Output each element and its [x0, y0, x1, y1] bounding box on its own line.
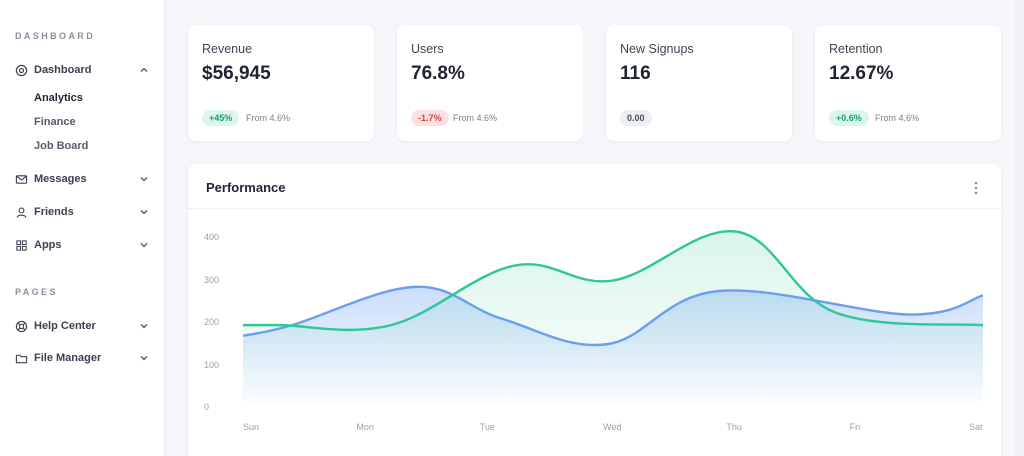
chevron-up-icon[interactable] — [139, 65, 149, 75]
x-tick-label: Thu — [726, 422, 742, 432]
user-icon — [15, 206, 28, 219]
x-tick-label: Fri — [849, 422, 861, 432]
stat-value: 76.8% — [411, 63, 465, 84]
chevron-down-icon[interactable] — [139, 207, 149, 217]
stat-value: $56,945 — [202, 63, 271, 84]
trend-from-text: From 4.6% — [875, 113, 920, 123]
lifebuoy-icon — [15, 320, 28, 333]
y-tick-label: 400 — [204, 232, 220, 242]
x-tick-label: Sun — [243, 422, 260, 432]
sidebar-subitem-analytics[interactable]: Analytics — [34, 92, 83, 104]
sidebar-item-file-manager[interactable]: File Manager — [15, 347, 155, 369]
trend-from-text: From 4.6% — [246, 113, 291, 123]
stat-card-users: Users 76.8% -1.7% From 4.6% — [397, 25, 583, 141]
sidebar-item-label: File Manager — [34, 352, 102, 364]
section-label-dashboard: DASHBOARD — [15, 31, 96, 41]
trend-badge: -1.7% — [411, 110, 449, 126]
chevron-down-icon[interactable] — [139, 353, 149, 363]
sidebar-item-help-center[interactable]: Help Center — [15, 315, 155, 337]
trend-badge: +45% — [202, 110, 240, 126]
performance-card: Performance — [188, 164, 1001, 456]
sidebar-item-label: Dashboard — [34, 64, 92, 76]
y-tick-label: 0 — [204, 402, 210, 412]
x-tick-label: Mon — [356, 422, 374, 432]
performance-title: Performance — [206, 180, 286, 195]
sidebar-item-label: Messages — [34, 173, 87, 185]
stat-label: Users — [411, 42, 444, 56]
mail-icon — [15, 173, 28, 186]
stat-value: 116 — [620, 63, 651, 84]
sidebar-subitem-job-board[interactable]: Job Board — [34, 140, 89, 152]
sidebar-item-label: Apps — [34, 239, 62, 251]
divider — [188, 208, 1001, 209]
x-tick-label: Tue — [479, 422, 495, 432]
more-options-icon[interactable] — [973, 180, 979, 196]
sidebar: DASHBOARD Dashboard Analytics Finance Jo… — [0, 0, 165, 456]
page-scrollbar[interactable] — [1015, 0, 1024, 456]
stat-label: New Signups — [620, 42, 694, 56]
stat-card-retention: Retention 12.67% +0.6% From 4.6% — [815, 25, 1001, 141]
sidebar-subitem-finance[interactable]: Finance — [34, 116, 76, 128]
stat-card-revenue: Revenue $56,945 +45% From 4.6% — [188, 25, 374, 141]
y-tick-label: 300 — [204, 274, 220, 285]
sidebar-item-messages[interactable]: Messages — [15, 168, 155, 190]
grid-icon — [15, 239, 28, 252]
stat-value: 12.67% — [829, 63, 894, 84]
x-tick-label: Sat — [969, 422, 983, 432]
chevron-down-icon[interactable] — [139, 240, 149, 250]
folder-icon — [15, 352, 28, 365]
x-tick-label: Wed — [603, 422, 622, 432]
sidebar-item-label: Friends — [34, 206, 74, 218]
trend-badge: 0.00 — [620, 110, 652, 126]
y-tick-label: 200 — [204, 317, 220, 327]
stat-card-new-signups: New Signups 116 0.00 — [606, 25, 792, 141]
chevron-down-icon[interactable] — [139, 321, 149, 331]
trend-badge: +0.6% — [829, 110, 869, 126]
sidebar-item-apps[interactable]: Apps — [15, 234, 155, 256]
y-tick-label: 100 — [204, 359, 220, 370]
dashboard-icon — [15, 64, 28, 77]
sidebar-item-label: Help Center — [34, 320, 96, 332]
sidebar-item-dashboard[interactable]: Dashboard — [15, 59, 155, 81]
chevron-down-icon[interactable] — [139, 174, 149, 184]
stat-label: Retention — [829, 42, 883, 56]
sidebar-item-friends[interactable]: Friends — [15, 201, 155, 223]
stat-label: Revenue — [202, 42, 253, 56]
section-label-pages: PAGES — [15, 287, 58, 297]
trend-from-text: From 4.6% — [453, 113, 498, 123]
